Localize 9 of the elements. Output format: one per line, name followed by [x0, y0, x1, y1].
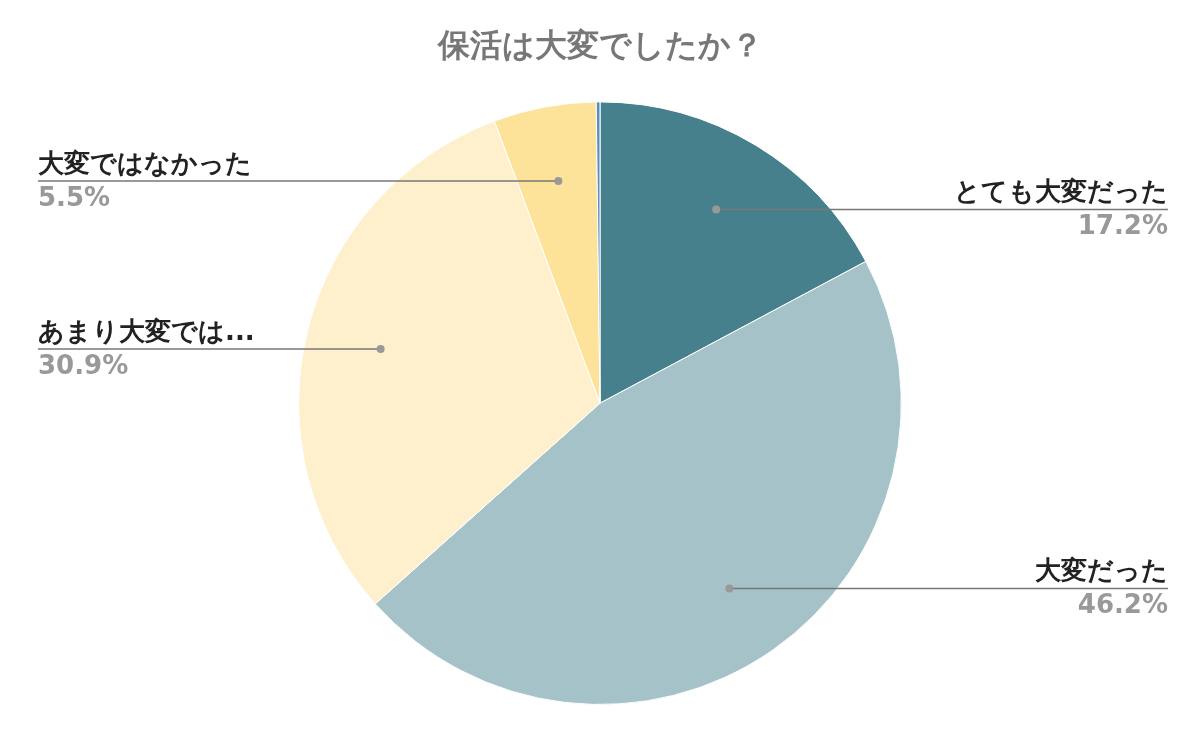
slice-label: あまり大変では...	[38, 315, 255, 346]
slice-label: 大変だった	[1035, 555, 1168, 586]
data-label: 46.2%	[1077, 589, 1168, 620]
slice-label: とても大変だった	[954, 176, 1168, 207]
slice-label: 大変ではなかった	[38, 147, 252, 178]
chart-title: 保活は大変でしたか？	[436, 25, 763, 64]
data-label: 17.2%	[1077, 210, 1168, 241]
data-label: 30.9%	[38, 349, 129, 380]
data-label: 5.5%	[38, 181, 111, 212]
